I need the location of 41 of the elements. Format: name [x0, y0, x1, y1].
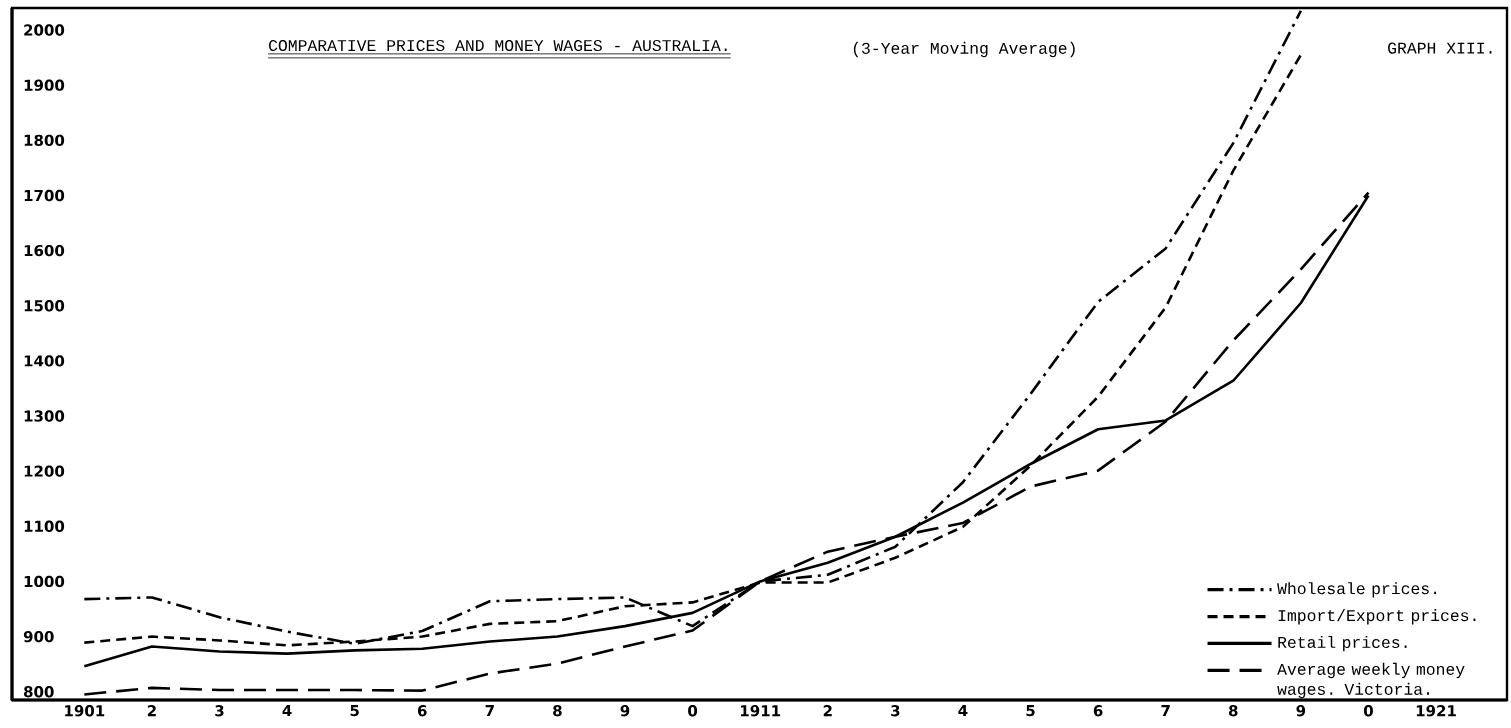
- text: COMPARATIVE PRICES AND MONEY WAGES - AUSTRALIA.: [269, 39, 727, 52]
- y-tick-label: 1300: [24, 410, 65, 422]
- text: (3-Year Moving Average): [853, 41, 1075, 58]
- x-tick-label: 8: [553, 705, 562, 717]
- x-tick-label: 2: [147, 705, 156, 717]
- x-tick-label: 1921: [1416, 705, 1456, 717]
- x-tick-label: 3: [891, 705, 900, 717]
- x-tick-label: 0: [688, 705, 698, 717]
- x-tick-label: 4: [282, 705, 292, 716]
- y-tick-label: 1500: [24, 300, 65, 312]
- x-tick-label: 2: [823, 705, 832, 717]
- y-tick-label: 800: [23, 686, 54, 698]
- legend-label: Retail prices.: [1278, 635, 1407, 652]
- y-tick-label: 1000: [24, 575, 65, 588]
- x-tick-label: 1901: [65, 705, 105, 717]
- x-tick-label: 7: [485, 705, 494, 716]
- x-tick-label: 8: [1228, 705, 1238, 717]
- x-tick-label: 9: [1296, 705, 1306, 717]
- x-tick-label: 9: [620, 705, 630, 717]
- y-tick-label: 1600: [24, 244, 65, 257]
- annotation: GRAPH XIII.: [1388, 42, 1492, 54]
- x-tick-label: 6: [417, 705, 427, 717]
- y-tick-label: 1400: [24, 355, 65, 367]
- y-tick-label: 1900: [24, 79, 65, 91]
- x-tick-label: 5: [350, 705, 359, 717]
- y-tick-label: 1200: [24, 465, 65, 477]
- x-tick-label: 4: [958, 705, 968, 716]
- x-tick-label: 0: [1363, 705, 1373, 717]
- x-tick-label: 3: [215, 705, 224, 717]
- y-tick-label: 1100: [24, 520, 65, 532]
- x-tick-label: 7: [1161, 705, 1170, 716]
- y-tick-label: 1700: [24, 189, 65, 202]
- x-tick-label: 1911: [741, 705, 781, 717]
- legend-label: Wholesale prices.: [1277, 582, 1437, 598]
- legend-label: Average weekly money wages. Victoria.: [1277, 662, 1465, 699]
- x-tick-label: 6: [1093, 705, 1103, 717]
- x-tick-label: 5: [1026, 705, 1035, 717]
- y-tick-label: 900: [23, 630, 54, 643]
- y-tick-label: 2000: [24, 24, 65, 36]
- legend-label: Import/Export prices.: [1278, 609, 1476, 625]
- y-tick-label: 1800: [24, 134, 65, 147]
